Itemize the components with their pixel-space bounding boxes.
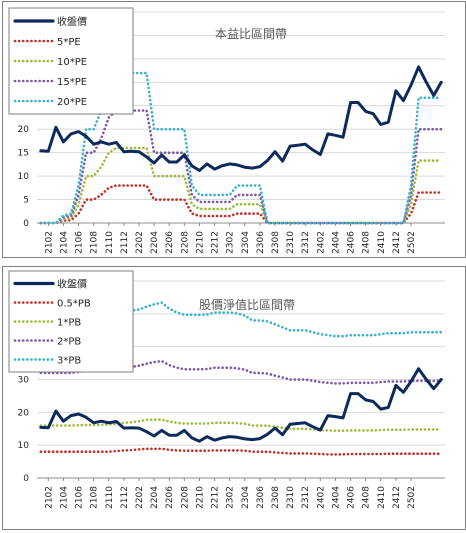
x-tick-label: 2408: [362, 231, 372, 254]
legend-label: 收盤價: [57, 15, 87, 28]
y-tick-label: 10: [18, 441, 30, 451]
x-tick-label: 2312: [301, 486, 311, 509]
x-tick-label: 2104: [59, 231, 69, 254]
pb-series-line-0: [39, 367, 443, 443]
x-tick-label: 2110: [105, 486, 115, 509]
x-tick-label: 2502: [407, 486, 417, 509]
x-tick-label: 2208: [180, 231, 190, 254]
x-tick-label: 2310: [286, 486, 296, 509]
x-tick-label: 2104: [59, 486, 69, 509]
legend-label: 1*PB: [57, 318, 81, 329]
chart-title: 股價淨值比區間帶: [199, 297, 295, 312]
x-tick-label: 2210: [195, 231, 205, 254]
x-tick-label: 2310: [286, 231, 296, 254]
x-tick-label: 2308: [271, 486, 281, 509]
legend-box: [8, 270, 134, 373]
x-tick-label: 2112: [120, 231, 130, 254]
x-tick-label: 2306: [256, 231, 266, 254]
x-tick-label: 2302: [226, 231, 236, 254]
x-tick-label: 2402: [316, 486, 326, 509]
x-tick-label: 2404: [331, 231, 341, 254]
x-tick-label: 2412: [392, 486, 402, 509]
y-tick-label: 0: [23, 474, 29, 484]
pe-band-chart: 0510152025303540452102210421062108211021…: [8, 7, 445, 254]
x-tick-label: 2102: [44, 231, 54, 254]
legend-label: 0.5*PB: [57, 299, 91, 310]
x-tick-label: 2306: [256, 486, 266, 509]
legend-label: 2*PB: [57, 337, 81, 348]
pe-band-chart-panel: 0510152025303540452102210421062108211021…: [2, 1, 466, 258]
pb-band-chart: 0102030405060210221042106210821102112220…: [8, 270, 445, 509]
x-tick-label: 2112: [120, 486, 130, 509]
x-tick-label: 2202: [135, 486, 145, 509]
legend-label: 3*PB: [57, 356, 81, 367]
pe-series-line-1: [39, 184, 443, 225]
x-tick-label: 2206: [165, 486, 175, 509]
legend-label: 10*PE: [57, 57, 87, 68]
y-tick-label: 0: [23, 219, 29, 229]
x-tick-label: 2302: [226, 486, 236, 509]
x-tick-label: 2108: [90, 486, 100, 509]
legend-box: [8, 7, 134, 115]
pe-series-line-2: [39, 146, 443, 225]
x-tick-label: 2410: [377, 231, 387, 254]
x-tick-label: 2210: [195, 486, 205, 509]
x-tick-label: 2502: [407, 231, 417, 254]
x-tick-label: 2212: [211, 231, 221, 254]
pb-series-line-1: [39, 447, 443, 456]
legend-label: 收盤價: [57, 278, 87, 291]
x-tick-label: 2408: [362, 486, 372, 509]
x-tick-label: 2212: [211, 486, 221, 509]
y-tick-label: 20: [18, 125, 30, 135]
x-tick-label: 2312: [301, 231, 311, 254]
x-tick-label: 2208: [180, 486, 190, 509]
x-tick-label: 2106: [75, 486, 85, 509]
x-tick-label: 2206: [165, 231, 175, 254]
pb-band-chart-panel: 0102030405060210221042106210821102112220…: [2, 266, 466, 530]
x-tick-label: 2110: [105, 231, 115, 254]
x-tick-label: 2412: [392, 231, 402, 254]
x-tick-label: 2106: [75, 231, 85, 254]
x-tick-label: 2304: [241, 231, 251, 254]
x-tick-label: 2102: [44, 486, 54, 509]
pb-series-line-4: [39, 301, 443, 338]
y-tick-label: 5: [23, 196, 29, 206]
x-tick-label: 2108: [90, 231, 100, 254]
legend-label: 5*PE: [57, 37, 81, 48]
pe-series-line-0: [39, 65, 443, 172]
x-tick-label: 2204: [150, 486, 160, 509]
y-tick-label: 10: [18, 172, 30, 182]
x-tick-label: 2308: [271, 231, 281, 254]
legend-label: 15*PE: [57, 77, 87, 88]
y-tick-label: 20: [18, 408, 30, 418]
y-tick-label: 30: [18, 376, 30, 386]
x-tick-label: 2410: [377, 486, 387, 509]
x-tick-label: 2404: [331, 486, 341, 509]
pb-series-line-2: [39, 418, 443, 432]
x-tick-label: 2304: [241, 486, 251, 509]
y-tick-label: 15: [18, 149, 29, 159]
x-tick-label: 2204: [150, 231, 160, 254]
x-tick-label: 2202: [135, 231, 145, 254]
x-tick-label: 2402: [316, 231, 326, 254]
pe-series-line-3: [39, 109, 443, 225]
x-tick-label: 2406: [347, 231, 357, 254]
chart-title: 本益比區間帶: [215, 27, 287, 41]
x-tick-label: 2406: [347, 486, 357, 509]
legend-label: 20*PE: [57, 97, 87, 108]
